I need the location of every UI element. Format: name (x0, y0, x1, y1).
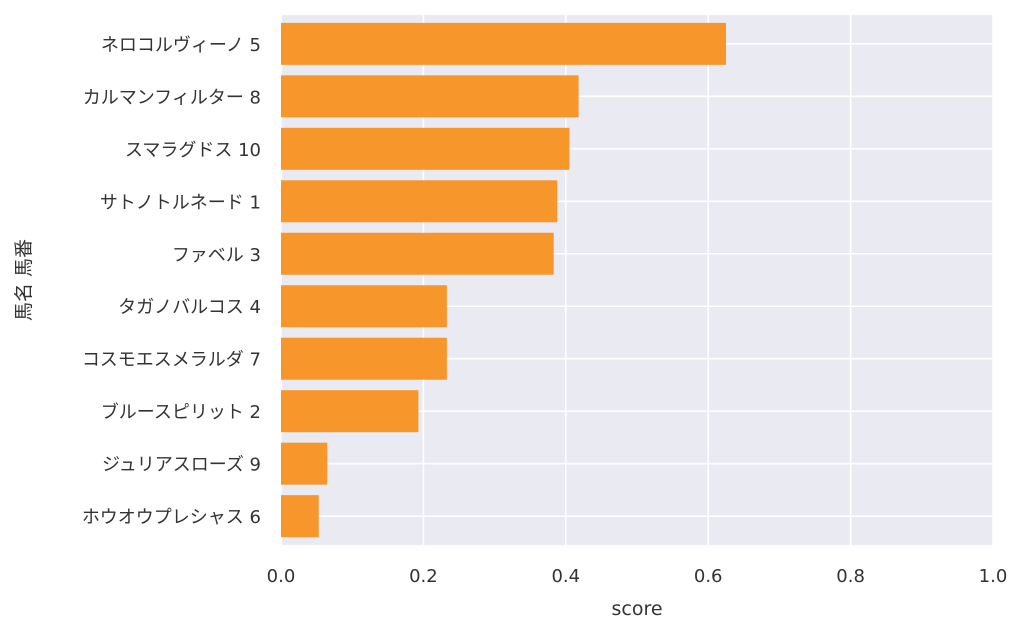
bar (281, 495, 319, 538)
y-tick-label: ネロコルヴィーノ 5 (101, 35, 261, 56)
y-tick-label: コスモエスメラルダ 7 (82, 350, 261, 371)
y-tick-label: ブルースピリット 2 (101, 401, 261, 423)
x-tick-label: 0.8 (836, 566, 865, 587)
bar (281, 285, 447, 328)
bar (281, 75, 579, 118)
y-tick-label: サトノトルネード 1 (100, 192, 261, 213)
y-tick-labels: ネロコルヴィーノ 5 カルマンフィルター 8 スマラグドス 10 サトノトルネード 1… (82, 35, 261, 528)
y-tick-label: ファベル 3 (172, 245, 261, 266)
bar (281, 22, 726, 65)
bars (281, 22, 726, 538)
bar (281, 337, 447, 380)
y-tick-label: カルマンフィルター 8 (83, 87, 261, 108)
x-axis-title: score (611, 598, 662, 620)
x-tick-label: 0.6 (694, 566, 723, 587)
bar (281, 390, 419, 433)
y-tick-label: タガノバルコス 4 (118, 297, 261, 318)
bar (281, 232, 554, 275)
x-tick-label: 1.0 (979, 566, 1008, 587)
bar (281, 180, 558, 223)
y-tick-label: スマラグドス 10 (125, 140, 261, 161)
bar (281, 442, 328, 485)
x-tick-label: 0.2 (409, 566, 438, 587)
y-tick-label: ジュリアスローズ 9 (102, 455, 261, 476)
x-tick-labels: 0.0 0.2 0.4 0.6 0.8 1.0 (267, 566, 1008, 587)
x-tick-label: 0.4 (551, 566, 580, 587)
x-tick-label: 0.0 (267, 566, 296, 587)
bar (281, 127, 570, 170)
y-axis-title: 馬名 馬番 (13, 239, 35, 321)
y-tick-label: ホウオウプレシャス 6 (82, 507, 261, 528)
